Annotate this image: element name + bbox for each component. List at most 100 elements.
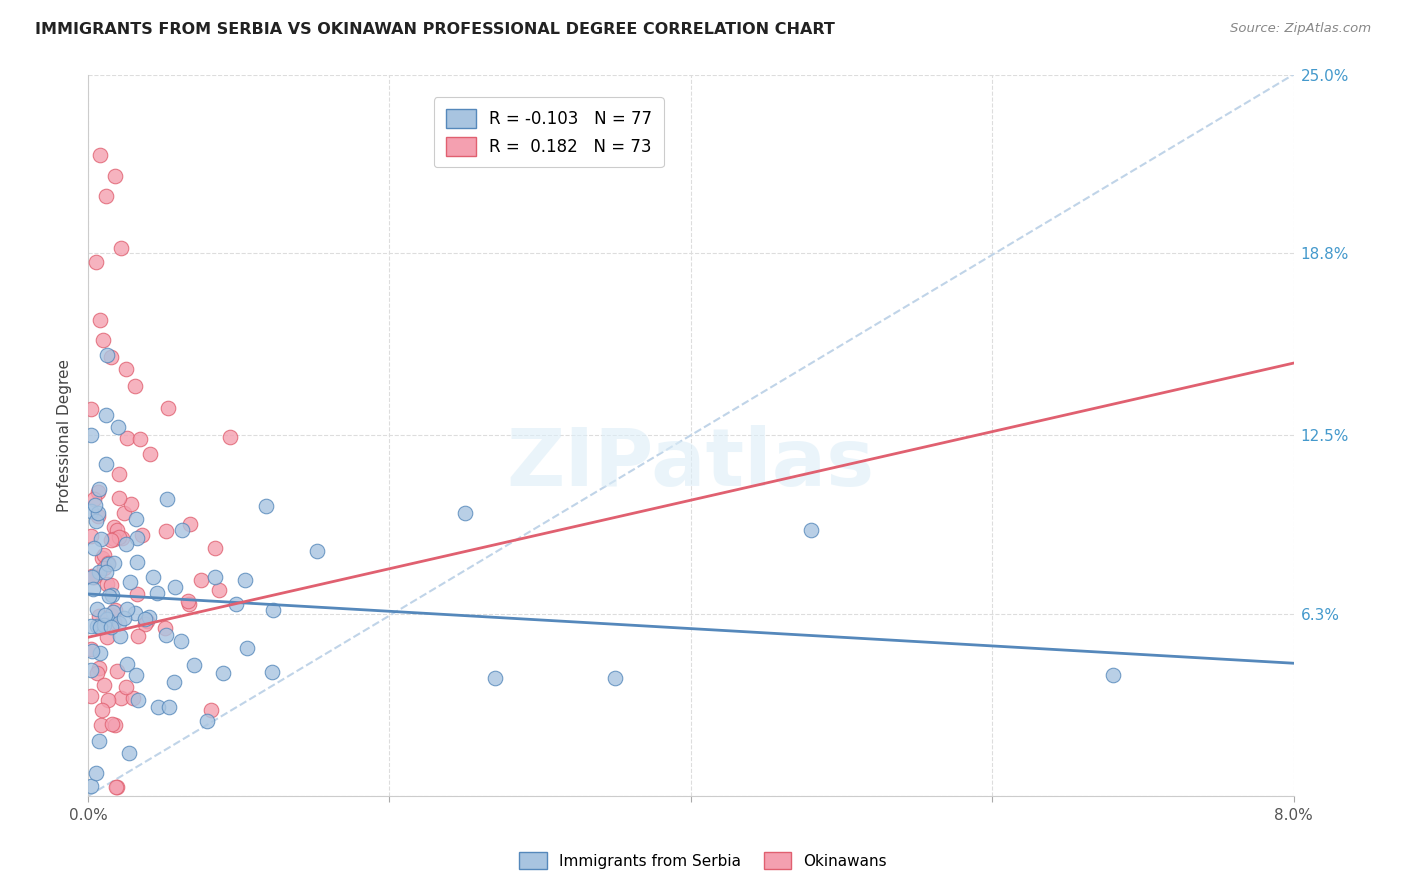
Point xyxy=(115,602,138,616)
Point xyxy=(100,533,122,548)
Text: ZIPatlas: ZIPatlas xyxy=(506,425,875,503)
Point xyxy=(262,603,284,617)
Point xyxy=(190,574,212,588)
Point xyxy=(208,583,231,598)
Point xyxy=(103,520,125,534)
Point xyxy=(204,541,226,555)
Point xyxy=(86,618,108,632)
Point xyxy=(84,255,107,269)
Point xyxy=(90,703,112,717)
Point xyxy=(155,628,177,642)
Point xyxy=(125,512,148,526)
Point xyxy=(134,612,156,626)
Point xyxy=(110,628,132,642)
Point xyxy=(96,347,118,361)
Point xyxy=(80,504,103,518)
Point xyxy=(200,703,222,717)
Point xyxy=(157,699,180,714)
Point xyxy=(83,491,105,506)
Text: Source: ZipAtlas.com: Source: ZipAtlas.com xyxy=(1230,22,1371,36)
Point xyxy=(80,689,103,703)
Legend: R = -0.103   N = 77, R =  0.182   N = 73: R = -0.103 N = 77, R = 0.182 N = 73 xyxy=(434,97,664,168)
Point xyxy=(605,671,627,685)
Point xyxy=(110,691,132,706)
Point xyxy=(100,717,122,731)
Point xyxy=(105,523,128,537)
Point xyxy=(111,531,134,545)
Point xyxy=(96,630,118,644)
Point xyxy=(90,532,112,546)
Point xyxy=(94,565,117,579)
Point xyxy=(82,569,104,583)
Point xyxy=(117,657,139,671)
Point xyxy=(86,602,108,616)
Point xyxy=(96,457,118,471)
Point xyxy=(484,671,506,685)
Point xyxy=(104,169,127,183)
Point xyxy=(262,665,284,679)
Point xyxy=(89,148,111,162)
Point xyxy=(170,634,193,648)
Point xyxy=(97,590,120,604)
Point xyxy=(138,610,160,624)
Point xyxy=(96,612,118,626)
Point xyxy=(800,523,823,537)
Point xyxy=(101,589,124,603)
Point xyxy=(105,780,128,795)
Point xyxy=(305,544,328,558)
Point xyxy=(195,714,218,729)
Point xyxy=(80,619,103,633)
Point xyxy=(125,531,148,545)
Point xyxy=(236,640,259,655)
Point xyxy=(112,611,135,625)
Point xyxy=(82,644,104,658)
Point xyxy=(91,550,114,565)
Point xyxy=(162,675,184,690)
Point xyxy=(114,362,136,376)
Point xyxy=(211,666,233,681)
Point xyxy=(93,678,115,692)
Point xyxy=(93,561,115,575)
Legend: Immigrants from Serbia, Okinawans: Immigrants from Serbia, Okinawans xyxy=(513,846,893,875)
Point xyxy=(124,379,146,393)
Point xyxy=(118,575,141,590)
Point xyxy=(155,524,177,539)
Point xyxy=(122,691,145,706)
Point xyxy=(110,241,132,255)
Point xyxy=(80,428,103,442)
Point xyxy=(94,607,117,622)
Point xyxy=(84,514,107,528)
Point xyxy=(91,333,114,347)
Point xyxy=(177,594,200,608)
Point xyxy=(125,668,148,682)
Point xyxy=(93,548,115,562)
Point xyxy=(100,607,122,622)
Point xyxy=(89,620,111,634)
Point xyxy=(142,570,165,584)
Point xyxy=(107,616,129,631)
Point xyxy=(84,765,107,780)
Point xyxy=(96,408,118,422)
Point xyxy=(108,491,131,506)
Point xyxy=(131,528,153,542)
Point xyxy=(87,484,110,499)
Point xyxy=(103,533,125,547)
Point xyxy=(83,570,105,584)
Point xyxy=(82,582,104,596)
Point xyxy=(107,419,129,434)
Point xyxy=(80,570,103,584)
Point xyxy=(101,605,124,619)
Point xyxy=(108,467,131,481)
Point xyxy=(84,498,107,512)
Point xyxy=(233,574,256,588)
Point xyxy=(183,658,205,673)
Point xyxy=(86,666,108,681)
Point xyxy=(172,523,194,537)
Point xyxy=(97,556,120,570)
Point xyxy=(127,693,149,707)
Point xyxy=(87,506,110,520)
Point xyxy=(104,603,127,617)
Point xyxy=(97,557,120,571)
Y-axis label: Professional Degree: Professional Degree xyxy=(58,359,72,512)
Point xyxy=(89,646,111,660)
